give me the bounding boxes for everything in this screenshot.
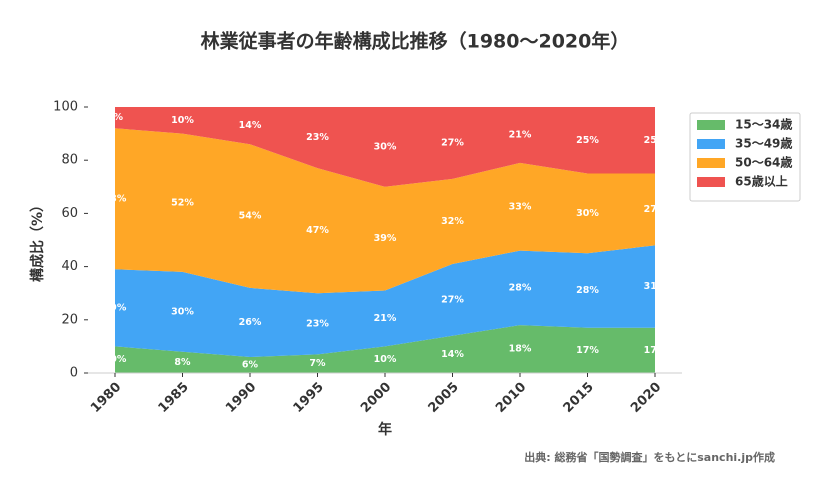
x-tick-label: 2020 [628,380,664,416]
y-tick-label: 0 [70,366,78,381]
area [115,325,655,373]
y-axis-label: 構成比（%） [29,198,46,282]
value-label: 28% [576,285,599,296]
value-label: 8% [107,112,124,123]
area [115,245,655,358]
value-label: 17% [644,345,667,356]
legend-swatch [697,177,725,187]
value-label: 21% [374,313,397,324]
value-label: 30% [171,306,194,317]
y-tick-label: 40 [61,259,78,274]
value-labels: 10% 8% 6% 7% 10% 14% 18% 17% 17% 29% 30% 26% 23% 21% 2… [104,112,667,371]
value-label: 47% [306,225,329,236]
value-label: 7% [309,358,326,369]
value-label: 26% [239,317,262,328]
value-label: 33% [509,201,532,212]
value-label: 39% [374,233,397,244]
value-label: 54% [239,211,262,222]
value-label: 23% [306,132,329,143]
area [115,107,655,187]
value-label: 23% [306,318,329,329]
value-label: 10% [171,115,194,126]
value-label: 10% [374,354,397,365]
value-label: 52% [171,197,194,208]
value-label: 30% [374,141,397,152]
value-label: 6% [242,360,259,371]
value-label: 28% [509,282,532,293]
y-tick-label: 100 [53,100,78,115]
legend-label: 50〜64歳 [735,155,792,170]
chart-title: 林業従事者の年齢構成比推移（1980〜2020年） [201,30,630,53]
x-tick-label: 1985 [156,380,192,416]
x-tick-label: 1980 [88,380,124,416]
legend-label: 15〜34歳 [735,117,792,132]
source-note: 出典: 総務省「国勢調査」をもとにsanchi.jp作成 [524,450,775,464]
value-label: 30% [576,208,599,219]
y-tick-label: 60 [61,206,78,221]
value-label: 27% [441,294,464,305]
legend-swatch [697,158,725,168]
value-label: 27% [441,137,464,148]
legend-swatch [697,120,725,130]
value-label: 25% [644,135,667,146]
value-label: 53% [104,193,127,204]
value-label: 27% [644,204,667,215]
x-tick-label: 2000 [358,380,394,416]
plot-area [115,107,655,373]
value-label: 31% [644,281,667,292]
legend-label: 65歳以上 [735,174,788,189]
x-tick-label: 1990 [223,380,259,416]
value-label: 21% [509,129,532,140]
value-label: 17% [576,345,599,356]
value-label: 18% [509,344,532,355]
area [115,128,655,294]
value-label: 25% [576,135,599,146]
y-tick-label: 20 [61,312,78,327]
x-tick-label: 2010 [493,380,529,416]
value-label: 32% [441,216,464,227]
legend-swatch [697,139,725,149]
value-label: 29% [104,302,127,313]
value-label: 8% [174,357,191,368]
value-label: 14% [441,349,464,360]
x-axis-label: 年 [378,421,392,438]
y-tick-label: 80 [61,153,78,168]
value-label: 10% [104,354,127,365]
value-label: 14% [239,120,262,131]
x-tick-label: 2015 [561,380,597,416]
x-tick-label: 1995 [291,380,327,416]
legend-label: 35〜49歳 [735,136,792,151]
x-tick-label: 2005 [426,380,462,416]
